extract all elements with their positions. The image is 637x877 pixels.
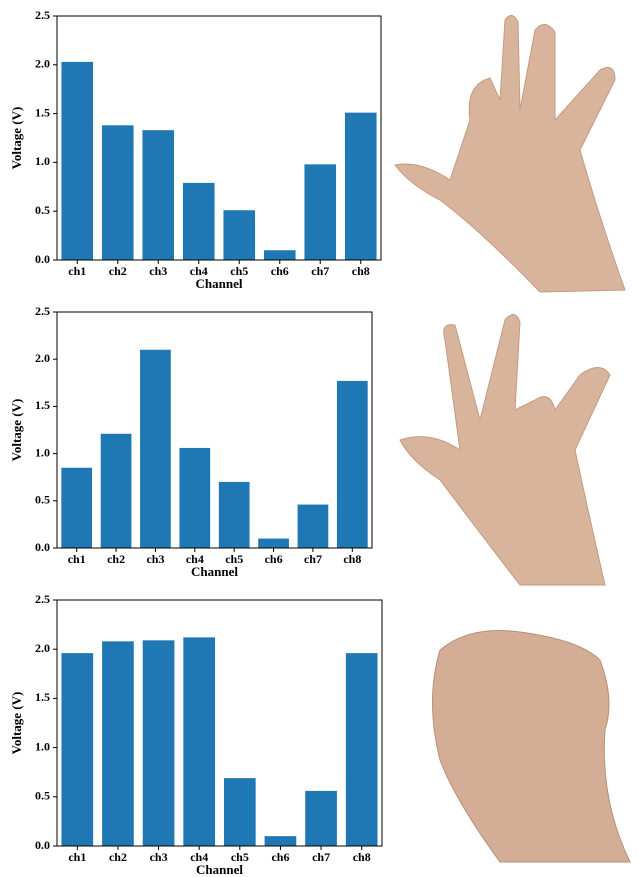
y-tick-label: 1.5 (35, 398, 50, 412)
x-tick-label: ch6 (271, 850, 289, 864)
bar (346, 653, 378, 846)
bar (102, 125, 134, 260)
x-tick-label: ch7 (311, 264, 329, 278)
x-axis-title: Channel (196, 862, 243, 877)
bar (183, 637, 215, 846)
x-tick-label: ch1 (68, 552, 86, 566)
x-tick-label: ch2 (109, 850, 127, 864)
hand-photo-2 (400, 314, 610, 585)
hand-photo-3 (433, 630, 631, 862)
bar (179, 448, 210, 548)
bar (298, 505, 329, 548)
bar (143, 640, 175, 846)
x-tick-label: ch6 (271, 264, 289, 278)
y-tick-label: 0.0 (35, 838, 50, 852)
bar (142, 130, 174, 260)
y-tick-label: 0.5 (35, 203, 50, 217)
x-axis-title: Channel (191, 564, 238, 579)
figure: ch1ch2ch3ch4ch5ch6ch7ch80.00.51.01.52.02… (0, 0, 637, 877)
y-tick-label: 0.0 (35, 252, 50, 266)
y-tick-label: 1.0 (35, 154, 50, 168)
bar (61, 62, 93, 260)
x-axis-title: Channel (196, 276, 243, 291)
y-tick-label: 2.0 (35, 641, 50, 655)
hand-photo-1 (395, 15, 625, 292)
bar (61, 653, 93, 846)
y-tick-label: 1.0 (35, 739, 50, 753)
x-tick-label: ch1 (68, 850, 86, 864)
y-tick-label: 2.0 (35, 351, 50, 365)
y-axis-title: Voltage (V) (9, 692, 24, 755)
y-tick-label: 2.5 (35, 8, 50, 22)
x-tick-label: ch3 (150, 850, 168, 864)
bar (223, 210, 255, 260)
y-tick-label: 0.0 (35, 540, 50, 554)
x-tick-label: ch7 (312, 850, 330, 864)
x-tick-label: ch2 (109, 264, 127, 278)
bar (224, 778, 256, 846)
bar (219, 482, 250, 548)
bar (304, 164, 336, 260)
y-tick-label: 2.5 (35, 592, 50, 606)
y-tick-label: 1.0 (35, 445, 50, 459)
bar (140, 350, 171, 548)
bar (183, 183, 215, 260)
bar (61, 468, 92, 548)
bar (305, 791, 337, 846)
x-tick-label: ch7 (304, 552, 322, 566)
bar (102, 641, 134, 846)
x-tick-label: ch6 (265, 552, 283, 566)
bar (265, 836, 297, 846)
y-axis-title: Voltage (V) (9, 399, 24, 462)
x-tick-label: ch8 (343, 552, 361, 566)
x-tick-label: ch2 (107, 552, 125, 566)
bar (101, 434, 132, 548)
bar (258, 539, 289, 548)
y-axis-title: Voltage (V) (9, 107, 24, 170)
bar (337, 381, 368, 548)
x-tick-label: ch3 (149, 264, 167, 278)
y-tick-label: 0.5 (35, 493, 50, 507)
y-tick-label: 1.5 (35, 690, 50, 704)
x-tick-label: ch3 (146, 552, 164, 566)
x-tick-label: ch1 (68, 264, 86, 278)
y-tick-label: 0.5 (35, 789, 50, 803)
y-tick-label: 2.5 (35, 304, 50, 318)
x-tick-label: ch8 (353, 850, 371, 864)
x-tick-label: ch8 (352, 264, 370, 278)
bar (345, 113, 377, 260)
y-tick-label: 2.0 (35, 57, 50, 71)
bar (264, 250, 296, 260)
y-tick-label: 1.5 (35, 105, 50, 119)
